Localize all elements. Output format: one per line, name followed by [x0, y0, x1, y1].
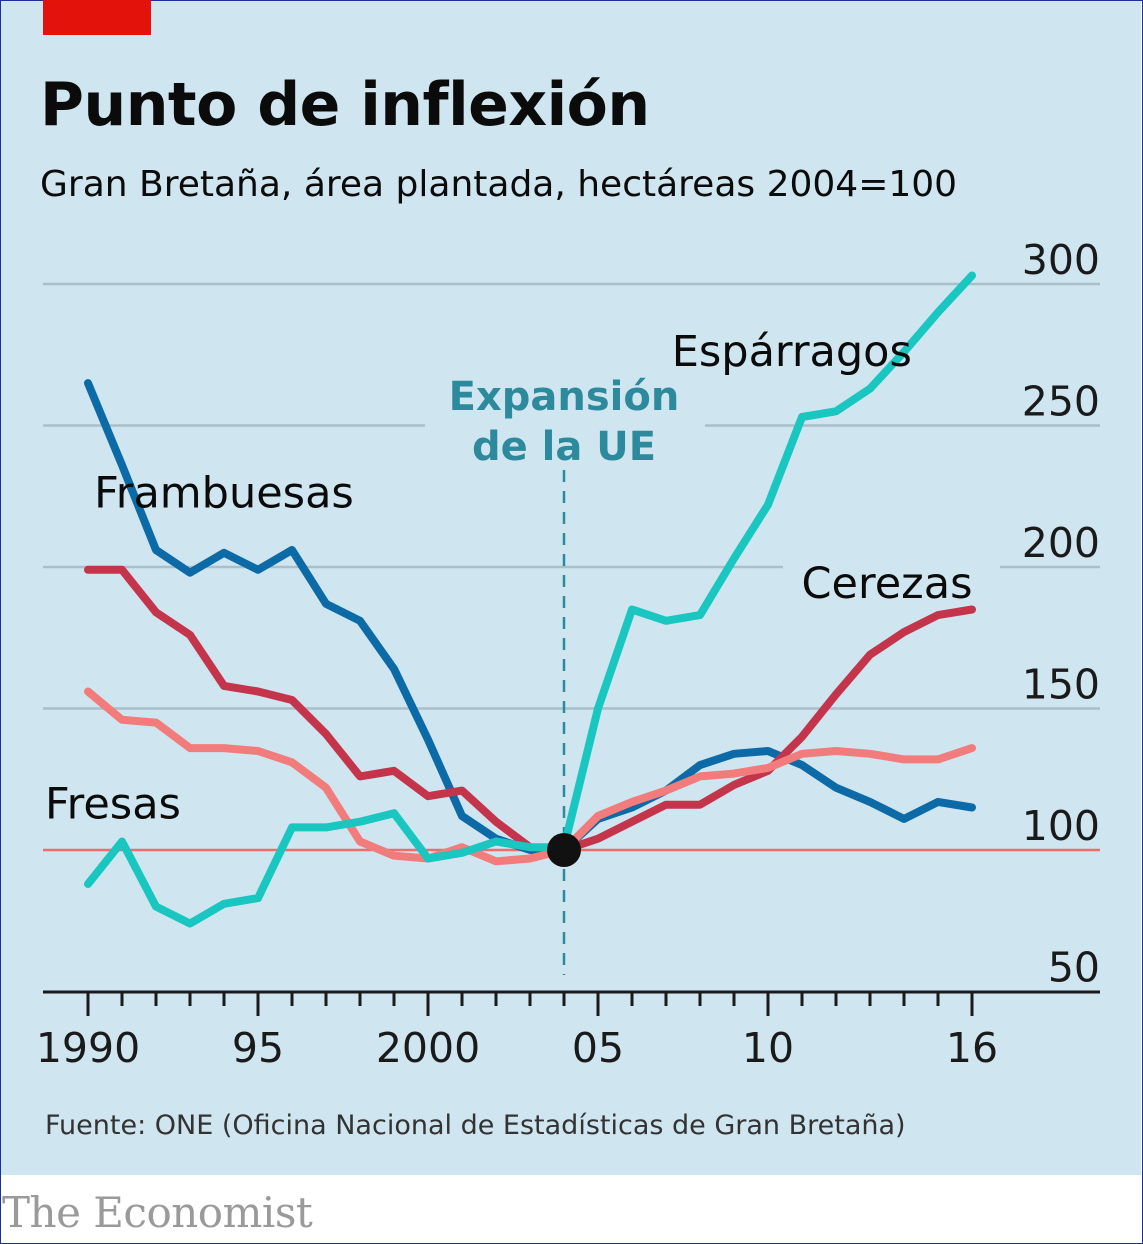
y-tick-label: 150	[1022, 661, 1100, 709]
y-tick-label: 200	[1022, 519, 1100, 567]
x-axis: 1990 95 2000 05 10 16	[36, 990, 1100, 1072]
brand-red-tag	[43, 0, 151, 35]
y-tick-label: 300	[1022, 236, 1100, 284]
y-tick-label: 100	[1022, 802, 1100, 850]
series-label-cerezas: Cerezas	[802, 559, 973, 609]
chart-title: Punto de inflexión	[40, 70, 650, 140]
eu-expansion-marker	[547, 833, 581, 867]
x-tick-label: 05	[572, 1024, 624, 1072]
series-label-espárragos: Espárragos	[672, 327, 912, 377]
series-lines	[84, 271, 976, 928]
x-tick-label: 16	[946, 1024, 998, 1072]
series-label-fresas: Fresas	[45, 780, 181, 830]
x-tick-label: 2000	[376, 1024, 480, 1072]
chart-subtitle: Gran Bretaña, área plantada, hectáreas 2…	[40, 164, 958, 205]
series-line-espárragos	[84, 271, 976, 928]
series-label-frambuesas: Frambuesas	[94, 468, 354, 518]
series-line-cerezas	[84, 565, 976, 854]
x-tick-label: 10	[742, 1024, 794, 1072]
chart-panel	[1, 1, 1141, 1175]
series-labels: Frambuesas Cerezas Fresas Espárragos	[45, 327, 973, 830]
publisher-logo: The Economist	[2, 1188, 313, 1237]
y-tick-label: 50	[1048, 944, 1100, 992]
annotation-text: Expansión	[449, 374, 680, 420]
x-tick-label: 1990	[36, 1024, 140, 1072]
series-line-fresas	[84, 687, 976, 866]
annotation-text: de la UE	[472, 424, 656, 470]
y-tick-label: 250	[1022, 378, 1100, 426]
x-tick-label: 95	[232, 1024, 284, 1072]
source-note: Fuente: ONE (Oficina Nacional de Estadís…	[45, 1110, 906, 1141]
